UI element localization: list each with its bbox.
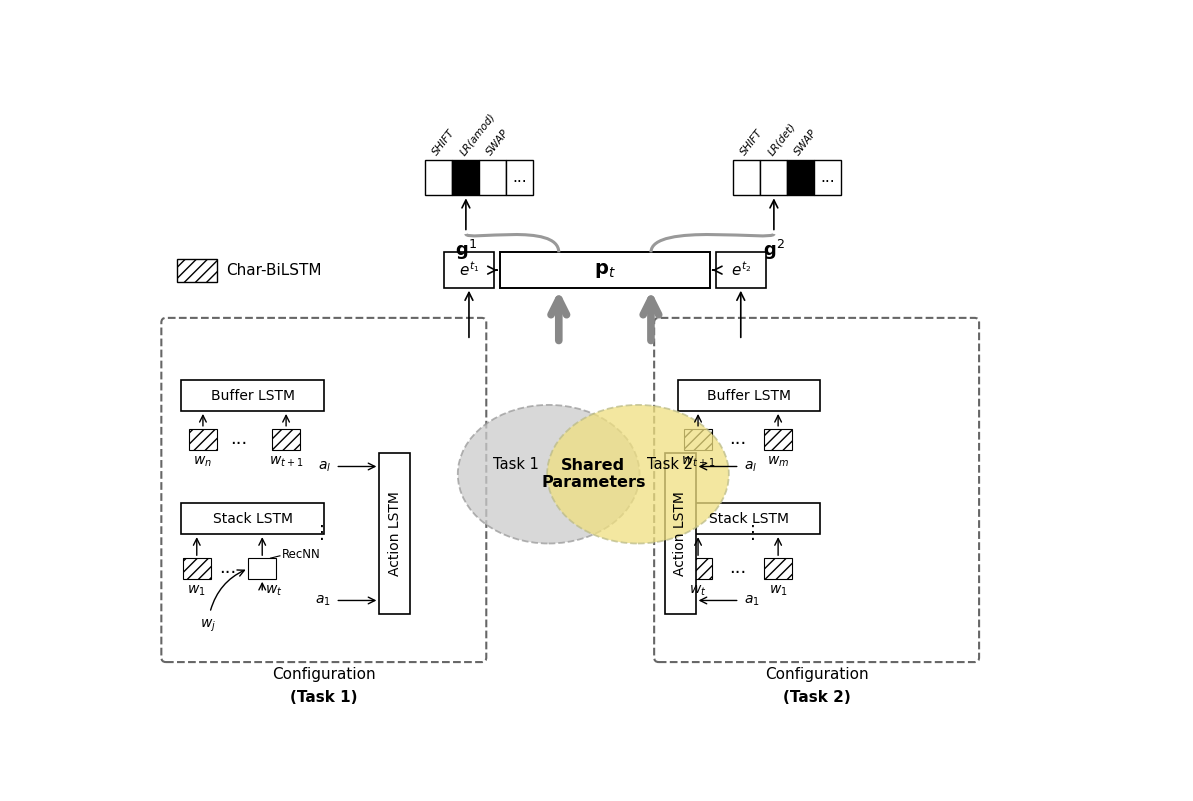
FancyBboxPatch shape xyxy=(181,380,323,411)
Text: $w_1$: $w_1$ xyxy=(768,584,787,598)
FancyBboxPatch shape xyxy=(452,160,480,195)
FancyBboxPatch shape xyxy=(379,453,410,614)
Text: $a_l$: $a_l$ xyxy=(317,459,330,473)
FancyBboxPatch shape xyxy=(678,504,821,534)
Text: $w_{t+1}$: $w_{t+1}$ xyxy=(268,454,303,469)
FancyBboxPatch shape xyxy=(684,558,712,579)
Ellipse shape xyxy=(548,405,729,544)
Text: $a_1$: $a_1$ xyxy=(744,594,760,608)
Text: SHIFT: SHIFT xyxy=(738,128,765,158)
Text: (Task 2): (Task 2) xyxy=(783,690,851,705)
Text: $w_{t+1}$: $w_{t+1}$ xyxy=(681,454,715,469)
Text: Char-BiLSTM: Char-BiLSTM xyxy=(225,263,322,278)
Text: ...: ... xyxy=(821,171,835,185)
Text: LR(amod): LR(amod) xyxy=(458,112,497,158)
FancyBboxPatch shape xyxy=(177,259,217,282)
Text: (Task 1): (Task 1) xyxy=(290,690,358,705)
FancyBboxPatch shape xyxy=(716,252,766,288)
FancyBboxPatch shape xyxy=(678,380,821,411)
FancyBboxPatch shape xyxy=(765,429,792,449)
FancyBboxPatch shape xyxy=(665,453,696,614)
Text: $w_n$: $w_n$ xyxy=(193,454,212,469)
Text: $w_1$: $w_1$ xyxy=(187,584,206,598)
Text: $\mathbf{g}^2$: $\mathbf{g}^2$ xyxy=(764,238,785,262)
FancyBboxPatch shape xyxy=(181,504,323,534)
Text: $a_l$: $a_l$ xyxy=(744,459,758,473)
FancyBboxPatch shape xyxy=(272,429,299,449)
Text: $e^{t_1}$: $e^{t_1}$ xyxy=(459,261,480,280)
FancyBboxPatch shape xyxy=(248,558,276,579)
Text: $w_m$: $w_m$ xyxy=(767,454,790,469)
FancyBboxPatch shape xyxy=(500,252,710,288)
Text: Configuration: Configuration xyxy=(765,667,869,682)
Text: $w_j$: $w_j$ xyxy=(200,618,216,634)
Text: Task 1: Task 1 xyxy=(494,457,539,473)
Text: $\mathbf{g}^1$: $\mathbf{g}^1$ xyxy=(455,238,477,262)
FancyBboxPatch shape xyxy=(188,429,217,449)
Text: ...: ... xyxy=(220,559,236,578)
Text: Configuration: Configuration xyxy=(272,667,376,682)
Text: RecNN: RecNN xyxy=(282,548,320,561)
Text: $e^{t_2}$: $e^{t_2}$ xyxy=(730,261,750,280)
Text: ...: ... xyxy=(729,559,747,578)
Ellipse shape xyxy=(458,405,639,544)
FancyBboxPatch shape xyxy=(480,160,506,195)
Text: ...: ... xyxy=(729,430,747,448)
Text: ⋮: ⋮ xyxy=(313,525,330,542)
Text: SHIFT: SHIFT xyxy=(431,128,457,158)
Text: $a_1$: $a_1$ xyxy=(315,594,330,608)
Text: Stack LSTM: Stack LSTM xyxy=(710,512,790,525)
FancyBboxPatch shape xyxy=(760,160,787,195)
Text: Shared
Parameters: Shared Parameters xyxy=(542,458,645,490)
Text: $\mathbf{p}_t$: $\mathbf{p}_t$ xyxy=(594,260,616,280)
Text: LR(det): LR(det) xyxy=(766,122,797,158)
Text: Buffer LSTM: Buffer LSTM xyxy=(707,388,791,403)
Text: Task 2: Task 2 xyxy=(648,457,693,473)
FancyBboxPatch shape xyxy=(183,558,211,579)
Text: Stack LSTM: Stack LSTM xyxy=(212,512,292,525)
Text: ...: ... xyxy=(230,430,247,448)
Text: ⋮: ⋮ xyxy=(744,525,762,542)
Text: Action LSTM: Action LSTM xyxy=(673,491,687,576)
Text: SWAP: SWAP xyxy=(793,128,820,158)
Text: $w_t$: $w_t$ xyxy=(690,584,706,598)
FancyBboxPatch shape xyxy=(787,160,815,195)
Text: ...: ... xyxy=(513,171,527,185)
FancyBboxPatch shape xyxy=(444,252,494,288)
FancyBboxPatch shape xyxy=(684,429,712,449)
Text: Action LSTM: Action LSTM xyxy=(388,491,402,576)
FancyBboxPatch shape xyxy=(765,558,792,579)
Text: $w_t$: $w_t$ xyxy=(265,584,283,598)
FancyBboxPatch shape xyxy=(815,160,841,195)
FancyBboxPatch shape xyxy=(734,160,760,195)
FancyBboxPatch shape xyxy=(426,160,452,195)
Text: Buffer LSTM: Buffer LSTM xyxy=(211,388,295,403)
Text: SWAP: SWAP xyxy=(484,128,511,158)
FancyBboxPatch shape xyxy=(506,160,533,195)
